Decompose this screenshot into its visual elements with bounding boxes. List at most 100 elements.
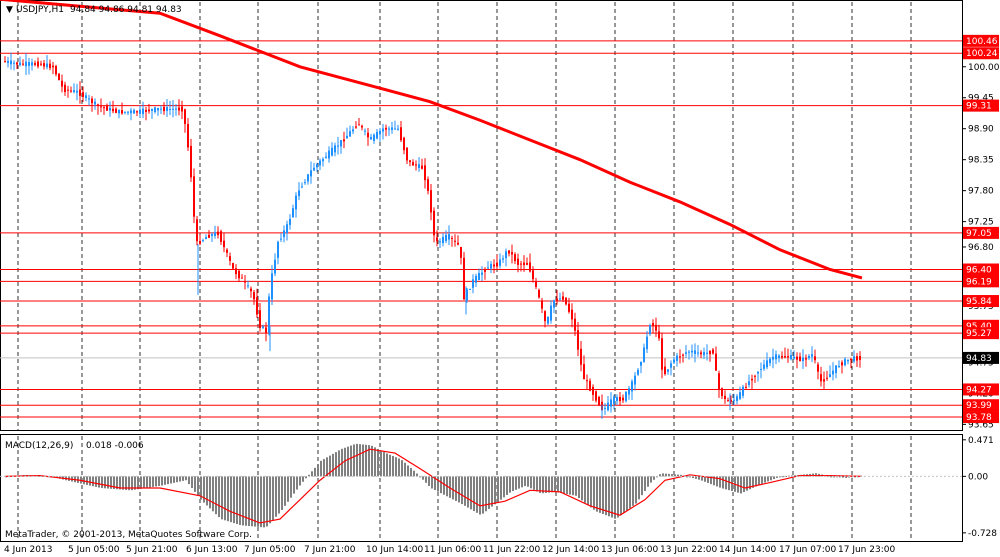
candle-body (655, 324, 657, 331)
candle-body (820, 374, 822, 382)
macd-histogram-bar (452, 476, 454, 500)
macd-histogram-bar (626, 476, 628, 511)
macd-histogram-bar (434, 476, 436, 491)
candle-body (247, 285, 249, 287)
candle-body (7, 60, 9, 63)
candle-body (394, 128, 396, 130)
macd-histogram-bar (113, 476, 115, 490)
x-tick-label: 4 Jun 2013 (4, 545, 52, 555)
candle-body (301, 186, 303, 188)
macd-histogram-bar (227, 476, 229, 522)
candle-body (787, 356, 789, 358)
macd-histogram-bar (725, 476, 727, 490)
macd-histogram-bar (374, 447, 376, 477)
candle-body (376, 131, 378, 139)
candle-body (703, 352, 705, 356)
macd-histogram-bar (746, 476, 748, 491)
macd-histogram-bar (710, 476, 712, 485)
level-price-tag: 100.46 (963, 34, 999, 47)
candle-body (490, 263, 492, 269)
macd-title: MACD(12,26,9) (5, 441, 73, 451)
candle-body (646, 336, 648, 350)
macd-histogram-bar (134, 476, 136, 490)
y-tick-label: 98.35 (968, 156, 994, 166)
macd-histogram-bar (632, 476, 634, 506)
candle-body (517, 258, 519, 265)
candle-body (604, 407, 606, 409)
macd-histogram-bar (107, 476, 109, 489)
candle-body (826, 377, 828, 379)
candle-body (97, 104, 99, 106)
macd-histogram-bar (587, 476, 589, 506)
macd-histogram-bar (86, 476, 88, 485)
level-tag-box (963, 99, 999, 112)
candle-body (334, 145, 336, 153)
level-tag-label: 95.84 (966, 297, 992, 307)
macd-histogram-bar (266, 476, 268, 527)
candle-body (463, 257, 465, 300)
level-tag-box (963, 263, 999, 276)
candle-body (727, 400, 729, 402)
macd-histogram-bar (569, 476, 571, 495)
macd-histogram-bar (161, 476, 163, 486)
macd-histogram-bar (713, 476, 715, 486)
candle-body (283, 230, 285, 238)
candle-body (814, 356, 816, 361)
macd-histogram-bar (767, 476, 769, 482)
macd-histogram-bar (323, 459, 325, 477)
candle-body (745, 386, 747, 388)
candle-body (304, 182, 306, 184)
candle-body (469, 288, 471, 290)
candle-body (202, 240, 204, 242)
candle-body (295, 195, 297, 210)
candle-body (856, 356, 858, 361)
macd-histogram-bar (749, 476, 751, 490)
candle-body (541, 300, 543, 309)
macd-histogram-bar (467, 476, 469, 508)
collapse-arrow-icon[interactable]: ▼ (6, 5, 13, 15)
macd-histogram-bar (830, 476, 832, 478)
candle-body (643, 347, 645, 362)
macd-histogram-bar (506, 476, 508, 495)
candle-body (238, 270, 240, 279)
candle-body (277, 241, 279, 258)
macd-histogram-bar (449, 476, 451, 498)
candle-body (214, 232, 216, 236)
macd-histogram-bar (428, 476, 430, 486)
candle-body (412, 162, 414, 166)
level-price-tag: 93.99 (963, 399, 999, 412)
candle-body (259, 310, 261, 329)
macd-histogram-bar (599, 476, 601, 513)
candle-body (85, 95, 87, 99)
level-tag-box (963, 295, 999, 308)
macd-histogram-bar (539, 476, 541, 493)
candle-body (424, 165, 426, 181)
moving-average-series (0, 0, 863, 280)
candle-body (16, 62, 18, 65)
candle-body (388, 128, 390, 130)
macd-histogram-bar (668, 473, 670, 477)
macd-histogram-bar (572, 476, 574, 496)
macd-histogram-bar (209, 476, 211, 509)
level-tag-label: 100.24 (966, 49, 998, 59)
level-price-tag: 94.27 (963, 383, 999, 396)
macd-histogram-bar (278, 476, 280, 514)
macd-histogram-bar (122, 476, 124, 490)
candle-body (409, 160, 411, 163)
macd-histogram-bar (566, 476, 568, 495)
macd-histogram-bar (653, 476, 655, 480)
candle-body (25, 61, 27, 67)
candle-body (766, 360, 768, 368)
macd-histogram-bar (257, 476, 259, 527)
macd-histogram-bar (272, 476, 274, 520)
candle-body (127, 111, 129, 113)
candle-body (832, 370, 834, 375)
macd-histogram-bar (602, 476, 604, 514)
macd-histogram-bar (590, 476, 592, 508)
macd-histogram-bar (635, 476, 637, 504)
candle-body (853, 356, 855, 362)
candle-body (721, 388, 723, 397)
macd-histogram-bar (638, 476, 640, 500)
